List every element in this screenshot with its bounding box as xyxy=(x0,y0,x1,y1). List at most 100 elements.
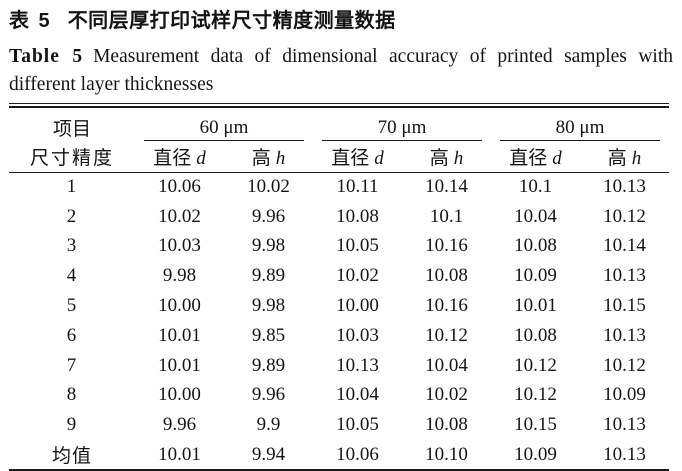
cell-60-h: 9.98 xyxy=(251,295,286,317)
subheader-height-text: 高 xyxy=(251,147,271,169)
cell-80-d: 10.12 xyxy=(514,354,557,376)
group-header-80um-cell: 80 μm xyxy=(491,108,669,141)
table-row: 2 10.02 9.96 10.08 10.1 10.04 10.12 xyxy=(9,202,669,232)
cell-70-h: 10.08 xyxy=(425,265,468,287)
group-header-80um: 80 μm xyxy=(500,117,660,141)
row-label: 6 xyxy=(66,324,78,346)
cell-60-h: 9.96 xyxy=(251,384,286,406)
table-row: 8 10.00 9.96 10.04 10.02 10.12 10.09 xyxy=(9,381,669,411)
cell-70-h: 10.12 xyxy=(425,324,468,346)
subheader-diameter-70: 直径 d xyxy=(313,141,402,173)
subheader-diameter-text: 直径 xyxy=(153,147,192,169)
cell-80-h: 10.13 xyxy=(603,324,646,346)
cell-60-h: 10.02 xyxy=(247,176,290,198)
group-header-70um-cell: 70 μm xyxy=(313,108,491,141)
cell-80-h: 10.13 xyxy=(603,414,646,436)
group-header-60um-cell: 60 μm xyxy=(135,108,313,141)
group-header-60um: 60 μm xyxy=(144,117,304,141)
cell-60-h: 9.98 xyxy=(251,235,286,257)
table-row: 3 10.03 9.98 10.05 10.16 10.08 10.14 xyxy=(9,232,669,262)
cell-80-d: 10.1 xyxy=(518,176,553,198)
group-header-70um: 70 μm xyxy=(322,117,482,141)
cell-60-d: 9.98 xyxy=(162,265,197,287)
cell-80-d: 10.09 xyxy=(514,265,557,287)
table-row: 9 9.96 9.9 10.05 10.08 10.15 10.13 xyxy=(9,410,669,440)
cell-80-d: 10.04 xyxy=(514,205,557,227)
table-title-en-text: Measurement data of dimensional accuracy… xyxy=(93,46,673,67)
row-label: 4 xyxy=(66,265,78,287)
subheader-height-text: 高 xyxy=(429,147,449,169)
cell-80-d: 10.09 xyxy=(514,443,557,465)
row-label: 3 xyxy=(66,235,78,257)
cell-60-d: 10.03 xyxy=(158,235,201,257)
table-row: 6 10.01 9.85 10.03 10.12 10.08 10.13 xyxy=(9,321,669,351)
cell-80-h: 10.12 xyxy=(603,205,646,227)
table-body: 1 10.06 10.02 10.11 10.14 10.1 10.13 2 1… xyxy=(9,172,669,470)
cell-70-h: 10.10 xyxy=(425,443,468,465)
cell-80-h: 10.13 xyxy=(603,443,646,465)
header-item-bottom: 尺寸精度 xyxy=(9,141,135,173)
table-row: 5 10.00 9.98 10.00 10.16 10.01 10.15 xyxy=(9,291,669,321)
cell-60-d: 10.01 xyxy=(158,443,201,465)
cell-80-h: 10.09 xyxy=(603,384,646,406)
subheader-diameter-var: d xyxy=(196,147,206,169)
cell-70-d: 10.08 xyxy=(336,205,379,227)
cell-80-h: 10.12 xyxy=(603,354,646,376)
cell-60-d: 10.02 xyxy=(158,205,201,227)
row-label-mean: 均值 xyxy=(51,446,92,468)
cell-80-d: 10.15 xyxy=(514,414,557,436)
table-title-zh-text: 不同层厚打印试样尺寸精度测量数据 xyxy=(67,10,396,32)
subheader-height-text: 高 xyxy=(607,147,627,169)
cell-70-d: 10.00 xyxy=(336,295,379,317)
table-number-zh: 表 5 xyxy=(9,10,52,32)
cell-70-d: 10.13 xyxy=(336,354,379,376)
header-item-top: 项目 xyxy=(52,119,91,140)
cell-70-h: 10.16 xyxy=(425,295,468,317)
table-title-en-line2: different layer thicknesses xyxy=(9,74,214,95)
row-label: 1 xyxy=(66,176,78,198)
cell-60-h: 9.96 xyxy=(251,205,286,227)
table-row: 7 10.01 9.89 10.13 10.04 10.12 10.12 xyxy=(9,351,669,381)
subheader-diameter-text: 直径 xyxy=(331,147,370,169)
table-row-mean: 均值 10.01 9.94 10.06 10.10 10.09 10.13 xyxy=(9,440,669,470)
cell-60-d: 10.06 xyxy=(158,176,201,198)
cell-80-d: 10.08 xyxy=(514,235,557,257)
cell-60-h: 9.89 xyxy=(251,354,286,376)
cell-80-d: 10.12 xyxy=(514,384,557,406)
subheader-diameter-var: d xyxy=(374,147,384,169)
cell-70-d: 10.06 xyxy=(336,443,379,465)
cell-60-d: 10.01 xyxy=(158,354,201,376)
cell-70-d: 10.02 xyxy=(336,265,379,287)
cell-60-h: 9.94 xyxy=(251,443,286,465)
cell-70-h: 10.16 xyxy=(425,235,468,257)
table-title-zh: 表 5 不同层厚打印试样尺寸精度测量数据 xyxy=(9,9,672,34)
cell-70-d: 10.04 xyxy=(336,384,379,406)
cell-70-h: 10.1 xyxy=(429,205,464,227)
cell-70-h: 10.02 xyxy=(425,384,468,406)
cell-60-d: 9.96 xyxy=(162,414,197,436)
cell-70-d: 10.03 xyxy=(336,324,379,346)
header-row-groups: 项目 60 μm 70 μm 80 μm xyxy=(9,108,669,141)
subheader-diameter-80: 直径 d xyxy=(491,141,580,173)
row-label: 5 xyxy=(66,295,78,317)
subheader-height-var: h xyxy=(275,147,286,169)
table-title-en: Table 5 Measurement data of dimensional a… xyxy=(9,43,673,99)
row-label: 8 xyxy=(66,384,78,406)
cell-70-h: 10.14 xyxy=(425,176,468,198)
cell-70-d: 10.05 xyxy=(336,414,379,436)
table-top-double-rule xyxy=(9,103,669,108)
cell-60-d: 10.01 xyxy=(158,324,201,346)
table-row: 4 9.98 9.89 10.02 10.08 10.09 10.13 xyxy=(9,261,669,291)
cell-70-h: 10.04 xyxy=(425,354,468,376)
cell-60-h: 9.89 xyxy=(251,265,286,287)
cell-80-d: 10.08 xyxy=(514,324,557,346)
subheader-diameter-var: d xyxy=(552,147,562,169)
table-title-en-line1: Table 5 Measurement data of dimensional a… xyxy=(9,43,673,71)
cell-60-d: 10.00 xyxy=(158,295,201,317)
cell-60-d: 10.00 xyxy=(158,384,201,406)
